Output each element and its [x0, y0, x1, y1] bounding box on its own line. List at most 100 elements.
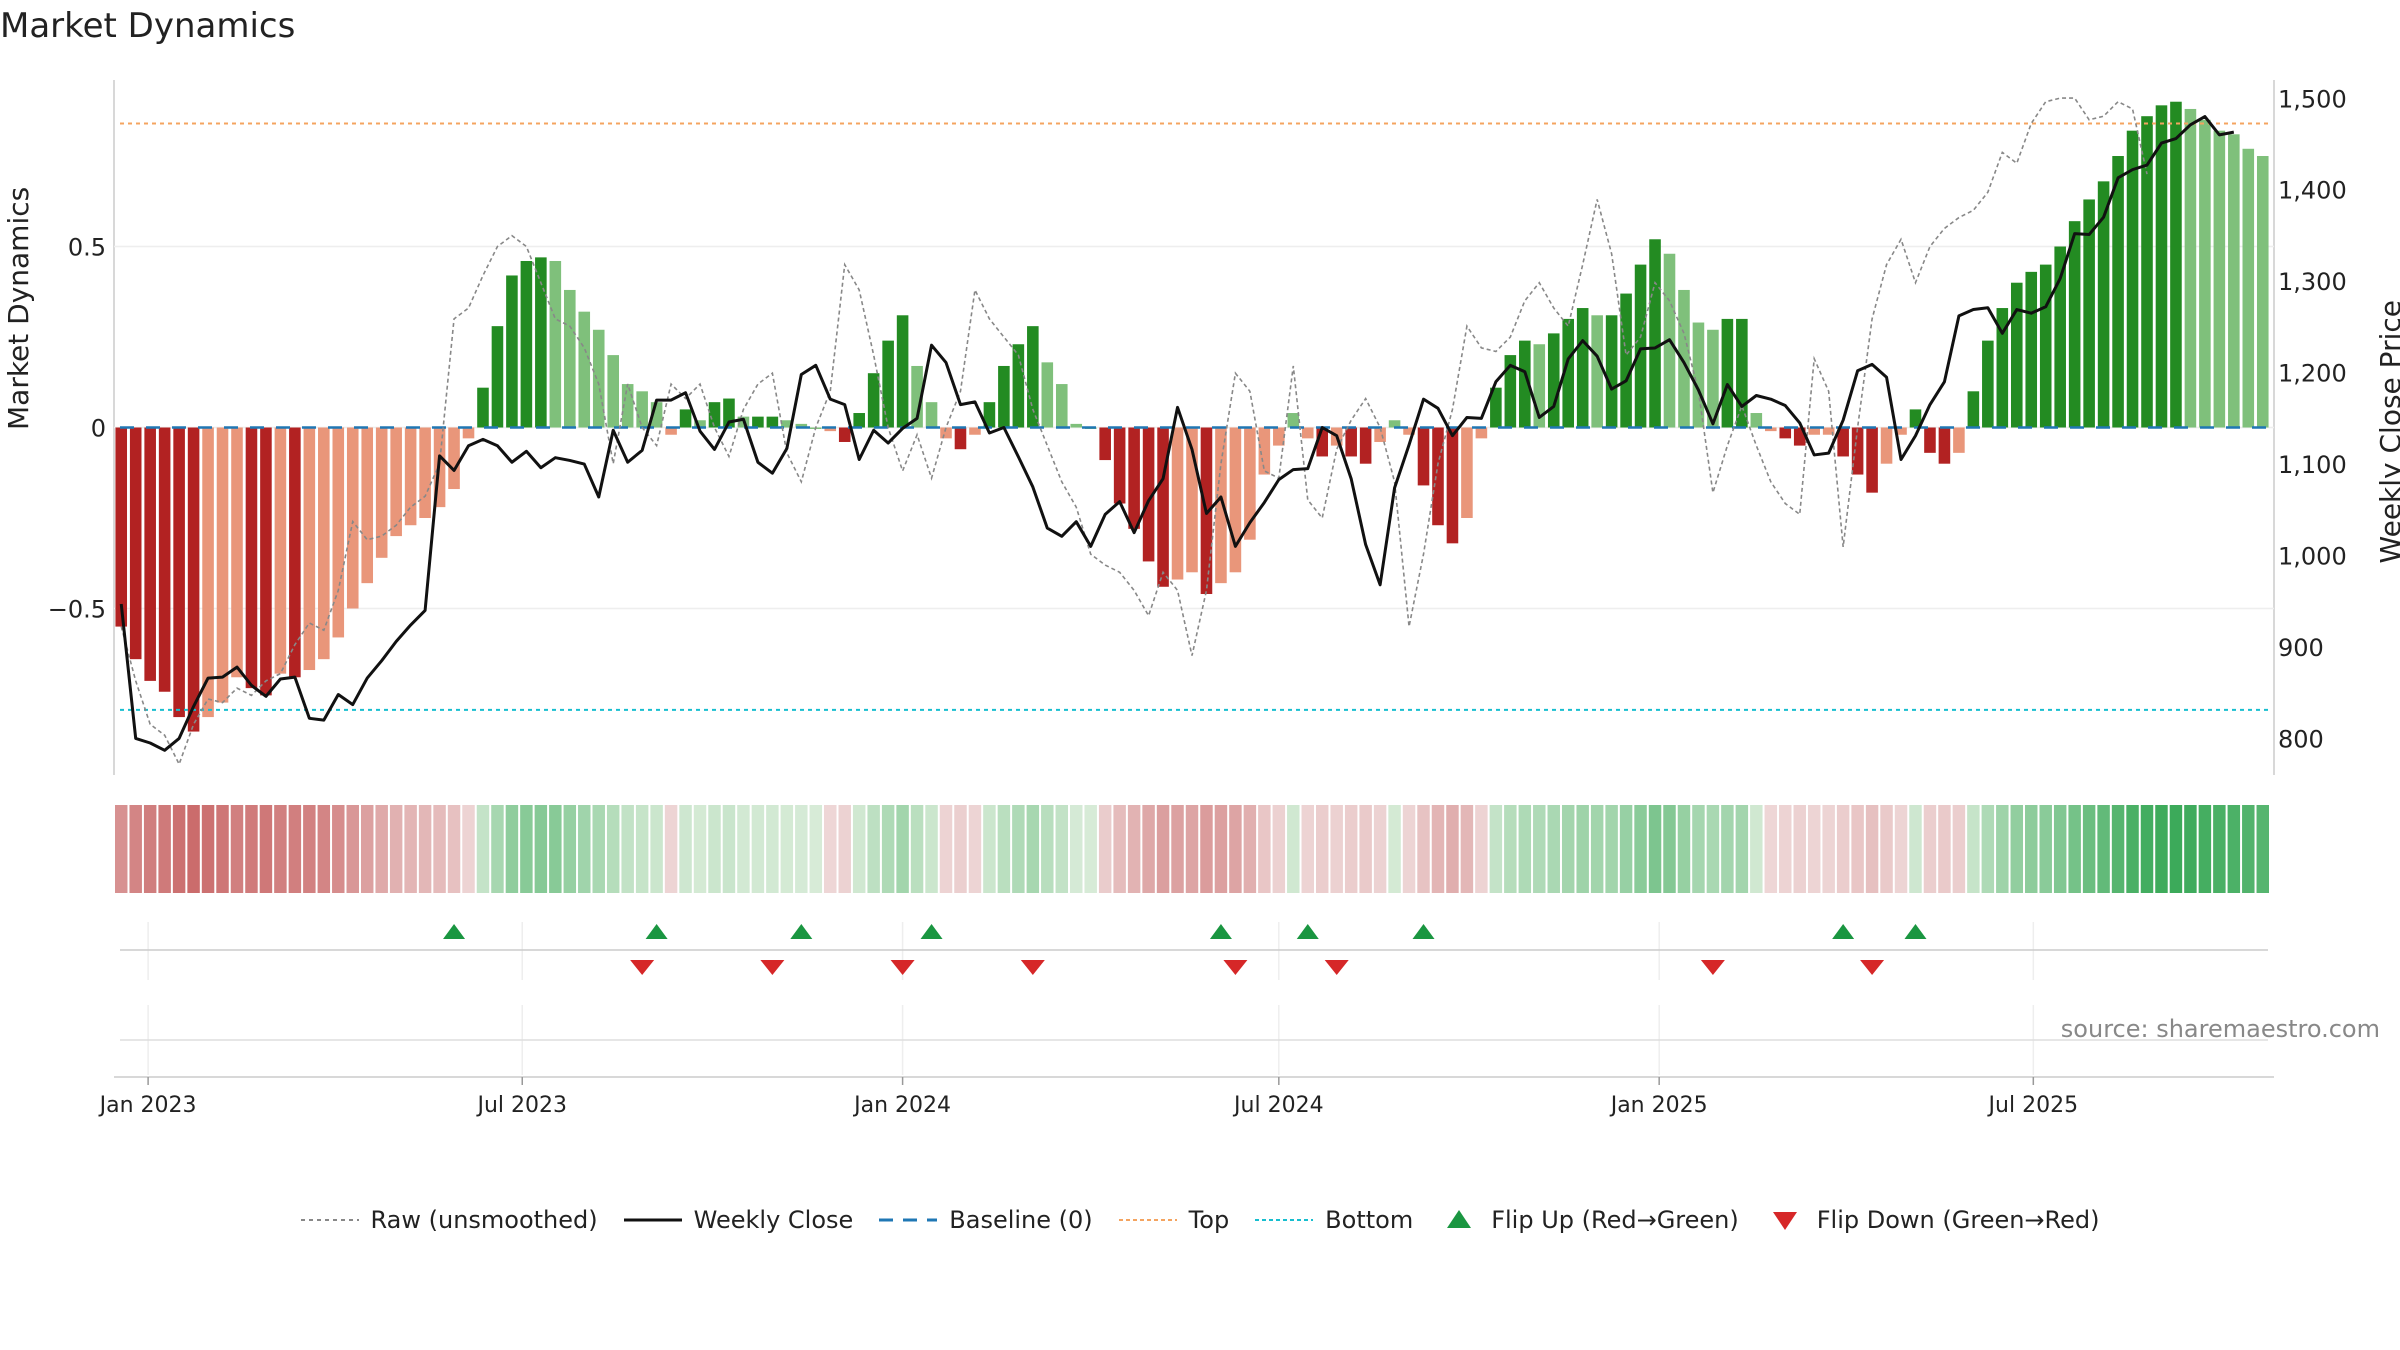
- md-bar: [1461, 427, 1473, 518]
- md-bar: [694, 420, 706, 428]
- md-bar: [1417, 427, 1430, 486]
- y-tick-label: 0.5: [68, 234, 106, 262]
- heat-cell: [115, 805, 128, 893]
- y2-tick-label: 1,200: [2278, 360, 2347, 388]
- heat-cell: [1359, 805, 1372, 893]
- flip-down-marker: [1020, 960, 1045, 975]
- heat-cell: [1012, 805, 1025, 893]
- heat-cell: [1504, 805, 1517, 893]
- heat-cell: [1373, 805, 1387, 893]
- legend-swatch-baseline: [879, 1218, 938, 1222]
- md-bar: [1591, 315, 1603, 428]
- heat-cell: [274, 805, 287, 893]
- raw-line: [120, 97, 2148, 767]
- md-bar: [2010, 282, 2023, 428]
- heat-cell: [1923, 805, 1937, 893]
- md-bar: [404, 427, 417, 526]
- md-bar: [520, 260, 533, 428]
- md-bar: [925, 402, 938, 428]
- heat-cell: [230, 805, 244, 893]
- md-bar: [2184, 108, 2197, 428]
- legend-item-flip-up: Flip Up (Red→Green): [1439, 1206, 1739, 1234]
- md-bar: [1779, 427, 1792, 439]
- heat-cell: [1894, 805, 1908, 893]
- md-bar: [896, 315, 909, 428]
- legend-label-top: Top: [1188, 1206, 1230, 1234]
- md-bar: [2068, 221, 2081, 428]
- heat-cell: [2126, 805, 2139, 893]
- md-bar: [911, 365, 923, 428]
- heat-cell: [708, 805, 721, 893]
- heat-cell: [1996, 805, 2009, 893]
- md-bar: [535, 257, 547, 428]
- legend-item-baseline: Baseline (0): [879, 1206, 1093, 1234]
- md-bar: [636, 391, 648, 428]
- heat-cell: [1619, 805, 1633, 893]
- md-bar: [318, 427, 330, 660]
- y2-tick-label: 1,400: [2278, 177, 2347, 205]
- heat-cell: [1431, 805, 1445, 893]
- heat-cell: [1605, 805, 1618, 893]
- heat-cell: [838, 805, 851, 893]
- md-bar: [1953, 427, 1965, 453]
- heat-cell: [433, 805, 446, 893]
- md-bar: [346, 427, 359, 609]
- heat-cell: [664, 805, 678, 893]
- md-bar: [1171, 427, 1184, 580]
- legend-swatch-raw: [300, 1219, 359, 1221]
- md-bar: [1909, 409, 1922, 428]
- heat-cell: [332, 805, 345, 893]
- heat-cell: [2256, 805, 2269, 893]
- md-bar: [983, 402, 996, 428]
- md-bar: [969, 427, 981, 435]
- flip-down-marker: [1324, 960, 1349, 975]
- y2-tick-label: 1,500: [2278, 85, 2347, 113]
- md-bar: [1721, 318, 1734, 428]
- md-bar: [1287, 413, 1300, 428]
- md-bar: [1982, 340, 1994, 428]
- flip-up-marker: [1904, 924, 1927, 939]
- heat-cell: [1330, 805, 1343, 893]
- md-bar: [274, 427, 287, 674]
- legend-label-flip-down: Flip Down (Green→Red): [1816, 1206, 2100, 1234]
- heat-cell: [245, 805, 258, 893]
- heat-cell: [1735, 805, 1749, 893]
- heat-cell: [1446, 805, 1459, 893]
- md-bar: [824, 427, 837, 432]
- md-bar: [1736, 318, 1748, 428]
- md-bar: [1490, 387, 1502, 428]
- heat-cell: [172, 805, 186, 893]
- md-bar: [1504, 355, 1517, 428]
- md-bar: [1851, 427, 1864, 475]
- heat-cell: [1533, 805, 1546, 893]
- legend-label-close: Weekly Close: [693, 1206, 854, 1234]
- heat-cell: [1663, 805, 1676, 893]
- md-bar: [2242, 148, 2255, 428]
- md-bar: [2025, 271, 2038, 428]
- md-bar: [578, 311, 591, 428]
- heat-cell: [1055, 805, 1069, 893]
- md-bar: [2126, 130, 2139, 428]
- heat-cell: [766, 805, 779, 893]
- md-bar: [1345, 427, 1357, 457]
- flip-up-marker: [1209, 924, 1232, 939]
- x-tick-label: Jan 2023: [98, 1093, 197, 1118]
- heat-cell: [1648, 805, 1662, 893]
- heat-cell: [201, 805, 215, 893]
- md-bar: [2083, 199, 2095, 428]
- heat-cell: [2184, 805, 2197, 893]
- heat-cell: [1677, 805, 1691, 893]
- legend-item-flip-down: Flip Down (Green→Red): [1765, 1206, 2100, 1234]
- md-bar: [216, 427, 229, 703]
- heat-cell: [1547, 805, 1560, 893]
- heat-cell: [1402, 805, 1416, 893]
- heat-cell: [360, 805, 374, 893]
- md-bar: [419, 427, 431, 518]
- heat-cell: [896, 805, 909, 893]
- heat-cell: [1952, 805, 1966, 893]
- x-tick-label: Jan 2025: [1609, 1093, 1708, 1118]
- md-bar: [1880, 427, 1893, 464]
- md-bar: [1027, 326, 1039, 428]
- md-bar: [390, 427, 402, 537]
- md-bar: [1562, 318, 1575, 428]
